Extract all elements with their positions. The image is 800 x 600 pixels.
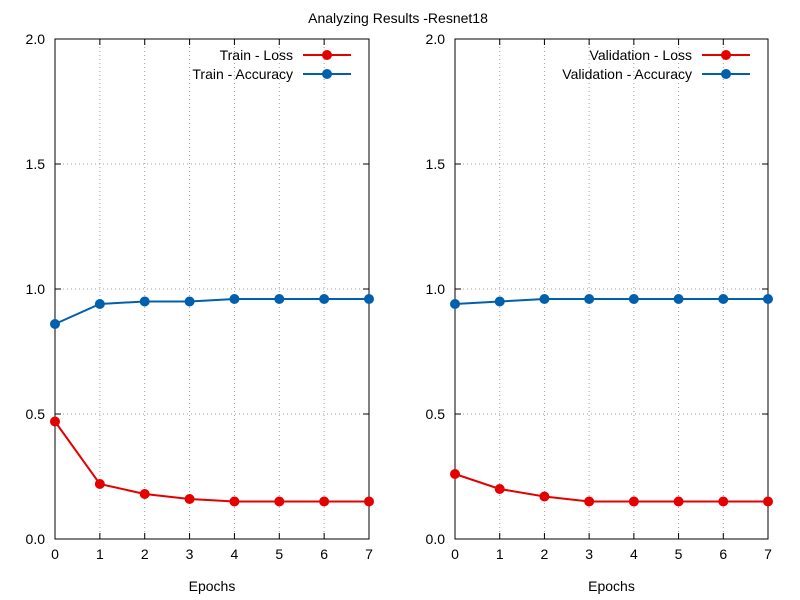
train-x-tick-label: 0	[51, 546, 59, 562]
train-y-tick-label: 0.5	[26, 406, 46, 422]
train-loss-line	[54, 420, 369, 503]
validation-y-tick-label: 1.0	[426, 281, 446, 297]
validation-loss-point	[763, 496, 773, 507]
train-x-tick-label: 4	[231, 546, 239, 562]
train-loss-legend-label: Train - Loss	[220, 47, 293, 63]
validation-loss-point	[673, 496, 684, 507]
validation-panel: 0 1 2 3 4 5 6 7 0.0 0.5 1.0 1.5 2.0 Epochs Validation …	[426, 31, 773, 594]
train-accuracy-point	[139, 296, 150, 307]
validation-x-tick-label: 7	[764, 546, 772, 562]
train-loss-point	[139, 489, 150, 499]
validation-loss-point	[450, 469, 460, 479]
train-y-tick-label: 1.5	[26, 156, 46, 172]
validation-y-tick-label: 1.5	[426, 156, 446, 172]
validation-y-tick-label: 0.0	[426, 531, 446, 547]
validation-accuracy-point	[718, 294, 729, 304]
validation-accuracy-legend-marker	[721, 69, 731, 79]
train-accuracy-legend-label: Train - Accuracy	[192, 66, 293, 82]
train-x-tick-label: 2	[141, 546, 149, 562]
validation-accuracy-legend-label: Validation - Accuracy	[562, 66, 692, 82]
validation-x-tick-label: 4	[630, 546, 638, 562]
validation-x-tick-label: 1	[496, 546, 504, 562]
validation-accuracy-line	[454, 298, 768, 305]
train-loss-point	[184, 494, 195, 504]
validation-accuracy-point	[763, 294, 773, 304]
train-panel: 0 1 2 3 4 5 6 7 0.0 0.5 1.0 1.5 2.0 Epochs Train - Los…	[26, 31, 374, 594]
train-accuracy-point	[319, 294, 330, 304]
train-accuracy-point	[94, 299, 105, 309]
train-loss-point	[94, 479, 105, 489]
validation-accuracy-point	[673, 294, 684, 304]
train-accuracy-point	[364, 294, 374, 304]
train-accuracy-point	[184, 296, 195, 307]
validation-loss-line	[454, 473, 768, 503]
validation-loss-point	[584, 496, 595, 507]
train-y-tick-label: 0.0	[26, 531, 46, 547]
validation-accuracy-point	[494, 296, 505, 307]
validation-x-tick-label: 2	[541, 546, 549, 562]
figure-title: Analyzing Results -Resnet18	[308, 10, 488, 26]
validation-loss-point	[718, 496, 729, 507]
validation-x-tick-label: 3	[585, 546, 593, 562]
validation-y-tick-label: 0.5	[426, 406, 446, 422]
train-loss-point	[50, 416, 60, 427]
train-loss-point	[364, 496, 374, 507]
train-accuracy-point	[50, 319, 60, 329]
train-x-tick-label: 1	[96, 546, 104, 562]
train-loss-point	[319, 496, 330, 507]
validation-x-tick-label: 6	[719, 546, 727, 562]
validation-x-tick-label: 0	[451, 546, 459, 562]
validation-accuracy-point	[539, 294, 550, 304]
validation-accuracy-point	[584, 294, 595, 304]
validation-loss-point	[628, 496, 639, 507]
validation-x-tick-label: 5	[675, 546, 683, 562]
validation-loss-legend-label: Validation - Loss	[590, 47, 692, 63]
validation-loss-point	[494, 484, 505, 494]
train-accuracy-legend-marker	[322, 69, 332, 79]
train-x-tick-label: 6	[320, 546, 328, 562]
validation-loss-legend-marker	[721, 50, 731, 60]
validation-accuracy-point	[450, 299, 460, 309]
train-y-tick-label: 2.0	[26, 31, 46, 47]
train-x-tick-label: 3	[186, 546, 194, 562]
validation-x-axis-label: Epochs	[588, 578, 635, 594]
train-accuracy-point	[274, 294, 285, 304]
train-x-tick-label: 5	[275, 546, 283, 562]
train-y-tick-label: 1.0	[26, 281, 46, 297]
train-x-tick-label: 7	[365, 546, 373, 562]
train-loss-legend-marker	[322, 50, 332, 60]
train-loss-point	[274, 496, 285, 507]
train-accuracy-point	[229, 294, 240, 304]
train-loss-point	[229, 496, 240, 507]
train-accuracy-line	[54, 298, 369, 325]
train-x-axis-label: Epochs	[189, 578, 236, 594]
validation-accuracy-point	[628, 294, 639, 304]
validation-loss-point	[539, 491, 550, 502]
validation-y-tick-label: 2.0	[426, 31, 446, 47]
